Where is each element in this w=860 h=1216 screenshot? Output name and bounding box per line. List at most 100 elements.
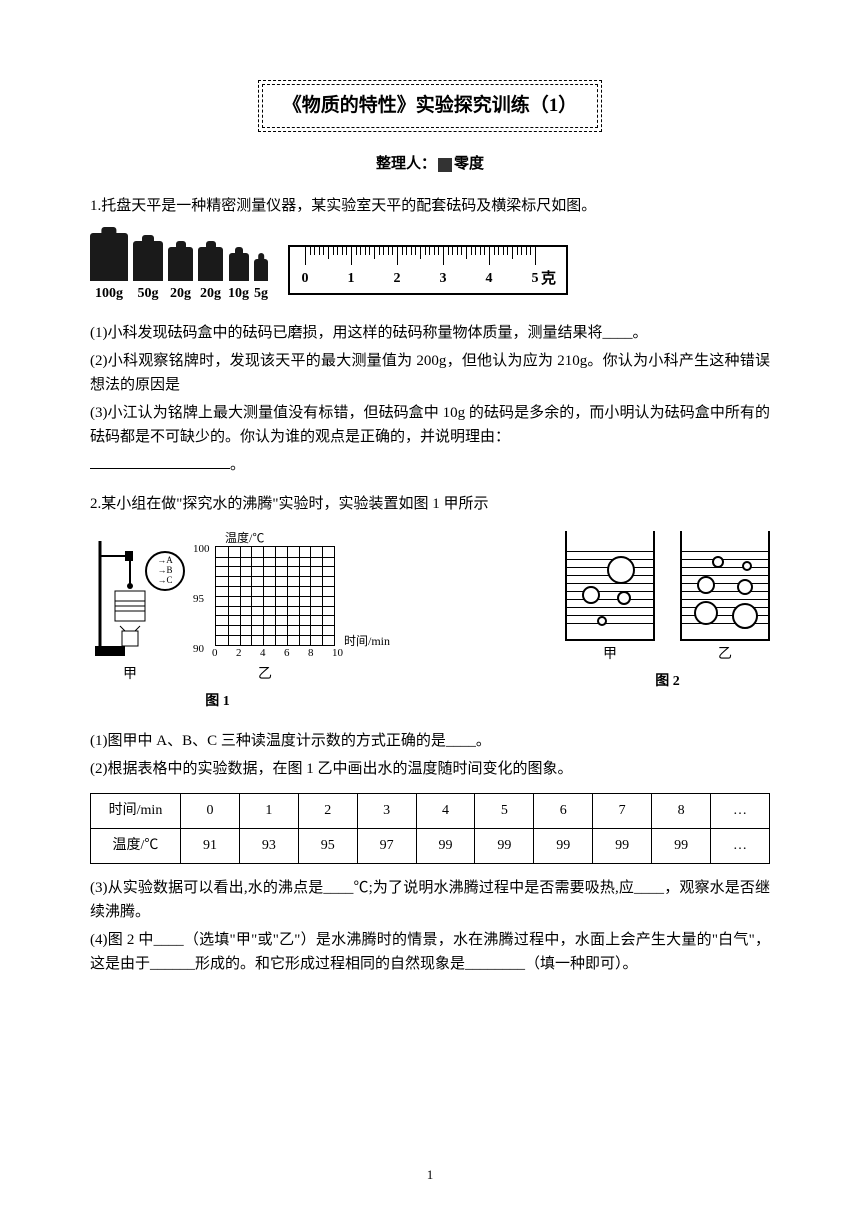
water-line bbox=[682, 567, 768, 568]
ruler-tick bbox=[526, 247, 527, 255]
grid-line bbox=[216, 625, 334, 626]
grid-line bbox=[322, 547, 323, 645]
ruler-tick bbox=[452, 247, 453, 255]
beaker-yi-label: 乙 bbox=[718, 644, 732, 666]
ruler-tick bbox=[489, 247, 490, 265]
ruler-tick bbox=[484, 247, 485, 255]
grid-line bbox=[310, 547, 311, 645]
grid-line bbox=[216, 606, 334, 607]
ruler-tick-label: 1 bbox=[348, 268, 355, 290]
water-line bbox=[567, 599, 653, 600]
weight-icon bbox=[168, 247, 193, 281]
table-cell: 3 bbox=[357, 793, 416, 828]
page-number: 1 bbox=[427, 1165, 434, 1186]
ruler-tick bbox=[420, 247, 421, 259]
bubble-icon bbox=[737, 579, 753, 595]
ruler-tick bbox=[314, 247, 315, 255]
table-cell: 温度/℃ bbox=[91, 828, 181, 863]
page-title: 《物质的特性》实验探究训练（1） bbox=[262, 84, 599, 128]
ruler-tick bbox=[512, 247, 513, 259]
chart-x-tick: 4 bbox=[260, 645, 266, 663]
chart-x-tick: 2 bbox=[236, 645, 242, 663]
water-line bbox=[567, 583, 653, 584]
chart-grid bbox=[215, 546, 335, 646]
table-row: 时间/min012345678… bbox=[91, 793, 770, 828]
grid-line bbox=[275, 547, 276, 645]
ruler-tick bbox=[471, 247, 472, 255]
ruler-tick bbox=[328, 247, 329, 259]
weight-item: 20g bbox=[168, 247, 193, 305]
water-line bbox=[682, 599, 768, 600]
weight-item: 50g bbox=[133, 241, 163, 305]
weight-label: 20g bbox=[200, 283, 221, 305]
ruler-tick bbox=[457, 247, 458, 255]
chart-x-label: 时间/min bbox=[344, 632, 390, 651]
chart-y-tick: 90 bbox=[193, 641, 204, 659]
ruler-tick bbox=[402, 247, 403, 255]
water-line bbox=[567, 591, 653, 592]
apparatus-label: 甲 bbox=[123, 664, 137, 686]
label-c: →C bbox=[157, 576, 172, 586]
water-line bbox=[682, 559, 768, 560]
ruler-tick-label: 5 bbox=[532, 268, 539, 290]
water-line bbox=[682, 551, 768, 552]
weight-icon bbox=[198, 247, 223, 281]
chart-x-tick: 0 bbox=[212, 645, 218, 663]
weight-item: 100g bbox=[90, 233, 128, 305]
weight-label: 5g bbox=[254, 283, 268, 305]
table-cell: 99 bbox=[475, 828, 534, 863]
chart-y-tick: 100 bbox=[193, 541, 210, 559]
ruler-tick bbox=[448, 247, 449, 255]
q1-sub3-end: 。 bbox=[230, 457, 245, 473]
chart-x-tick: 6 bbox=[284, 645, 290, 663]
ruler: 克 012345 bbox=[288, 245, 568, 295]
table-cell: 91 bbox=[181, 828, 240, 863]
ruler-tick bbox=[356, 247, 357, 255]
beaker-jia bbox=[565, 531, 655, 641]
weight-item: 20g bbox=[198, 247, 223, 305]
table-cell: 1 bbox=[239, 793, 298, 828]
weight-item: 10g bbox=[228, 253, 249, 305]
ruler-tick bbox=[480, 247, 481, 255]
ruler-tick bbox=[374, 247, 375, 259]
ruler-tick-label: 2 bbox=[394, 268, 401, 290]
author-icon bbox=[438, 158, 452, 172]
figure1-caption: 图 1 bbox=[205, 691, 230, 713]
ruler-tick bbox=[530, 247, 531, 255]
ruler-tick bbox=[443, 247, 444, 265]
ruler-tick bbox=[388, 247, 389, 255]
water-line bbox=[567, 551, 653, 552]
ruler-tick bbox=[461, 247, 462, 255]
author-name: 零度 bbox=[454, 156, 484, 172]
ruler-tick bbox=[494, 247, 495, 255]
grid-line bbox=[216, 615, 334, 616]
figure-2-group: 甲 bbox=[565, 531, 770, 694]
ruler-tick bbox=[337, 247, 338, 255]
table-cell: 97 bbox=[357, 828, 416, 863]
ruler-tick-label: 0 bbox=[302, 268, 309, 290]
chart-diagram: 温度/℃ 时间/min 1009590 0246810 bbox=[185, 531, 345, 661]
ruler-tick bbox=[411, 247, 412, 255]
q2-sub3: (3)从实验数据可以看出,水的沸点是____℃;为了说明水沸腾过程中是否需要吸热… bbox=[90, 876, 770, 924]
ruler-unit: 克 bbox=[541, 267, 556, 291]
ruler-tick bbox=[397, 247, 398, 265]
ruler-tick bbox=[507, 247, 508, 255]
ruler-tick bbox=[342, 247, 343, 255]
magnify-circle: →A →B →C bbox=[145, 551, 185, 591]
q1-sub1: (1)小科发现砝码盒中的砝码已磨损，用这样的砝码称量物体质量，测量结果将____… bbox=[90, 321, 770, 345]
table-cell: 8 bbox=[652, 793, 711, 828]
ruler-tick bbox=[475, 247, 476, 255]
table-cell: 6 bbox=[534, 793, 593, 828]
ruler-tick bbox=[333, 247, 334, 255]
ruler-tick bbox=[392, 247, 393, 255]
table-cell: 4 bbox=[416, 793, 475, 828]
table-cell: 0 bbox=[181, 793, 240, 828]
table-cell: 7 bbox=[593, 793, 652, 828]
q1-figure-row: 100g50g20g20g10g5g 克 012345 bbox=[90, 233, 770, 305]
q1-sub3-blank: 。 bbox=[90, 453, 770, 477]
ruler-tick bbox=[521, 247, 522, 255]
ruler-tick bbox=[438, 247, 439, 255]
data-table: 时间/min012345678… 温度/℃919395979999999999… bbox=[90, 793, 770, 865]
water-line bbox=[682, 591, 768, 592]
q2-sub1: (1)图甲中 A、B、C 三种读温度计示数的方式正确的是____。 bbox=[90, 729, 770, 753]
